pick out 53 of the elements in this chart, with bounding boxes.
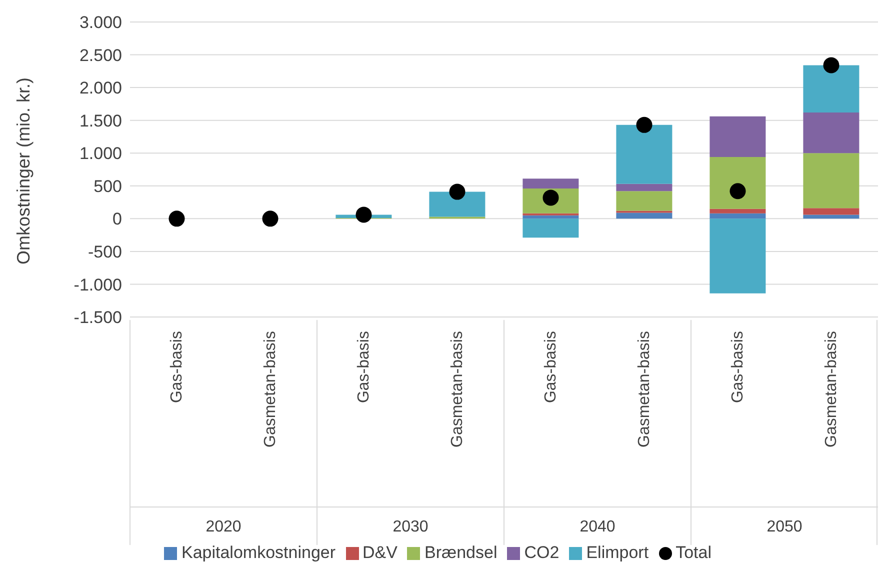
x-tick-label: Gasmetan-basis (822, 331, 840, 448)
point (356, 206, 372, 223)
x-tick-label: Gas-basis (542, 331, 560, 404)
bar (803, 65, 860, 112)
bar (616, 124, 672, 184)
point (168, 210, 185, 227)
x-tick-label: Gas-basis (355, 331, 372, 404)
y-tick-label: 1.500 (79, 111, 122, 130)
y-tick-label: 1.000 (79, 144, 122, 164)
y-tick-label: 500 (94, 176, 122, 196)
y-tick-label: 3.000 (79, 13, 122, 32)
legend-label: Brændsel (424, 543, 498, 562)
legend-label: Total (676, 543, 712, 562)
legend-label: Kapitalomkostninger (181, 543, 336, 562)
y-tick-label: 2.000 (79, 78, 122, 98)
y-tick-label: 0 (112, 210, 122, 229)
bar (803, 112, 860, 154)
bar (616, 212, 672, 219)
y-tick-label: -1.500 (74, 308, 122, 328)
y-tick-label: -1.000 (74, 275, 122, 294)
point (823, 57, 840, 74)
y-axis-title: Omkostninger (mio. kr.) (13, 77, 34, 264)
text: 2040 (580, 518, 616, 536)
bar (616, 184, 672, 192)
text: 2030 (392, 518, 428, 536)
bar (616, 191, 672, 211)
bar (522, 178, 579, 189)
bar (803, 208, 860, 215)
bar (710, 213, 766, 219)
text: 2020 (206, 518, 242, 536)
x-tick-label: Gasmetan-basis (636, 331, 653, 448)
bar (522, 215, 579, 219)
bar (710, 218, 766, 294)
point (636, 116, 652, 133)
bar (710, 116, 766, 158)
x-tick-label: Gas-basis (168, 331, 186, 404)
point (449, 184, 466, 200)
x-tick-label: Gasmetan-basis (448, 331, 466, 448)
legend-label: D&V (362, 543, 398, 562)
legend-label: CO2 (524, 543, 560, 562)
legend-label: Elimport (586, 543, 649, 562)
y-tick-label: -500 (88, 242, 122, 262)
bar (522, 218, 579, 238)
bar (710, 157, 766, 209)
x-tick-label: Gasmetan-basis (262, 331, 279, 448)
bar (803, 214, 860, 219)
bar (803, 153, 860, 208)
point (262, 210, 278, 227)
bar (429, 192, 486, 217)
x-tick-label: Gas-basis (729, 331, 746, 404)
y-tick-label: 2.500 (79, 46, 122, 65)
bar (710, 208, 766, 214)
text: 2050 (766, 518, 802, 536)
